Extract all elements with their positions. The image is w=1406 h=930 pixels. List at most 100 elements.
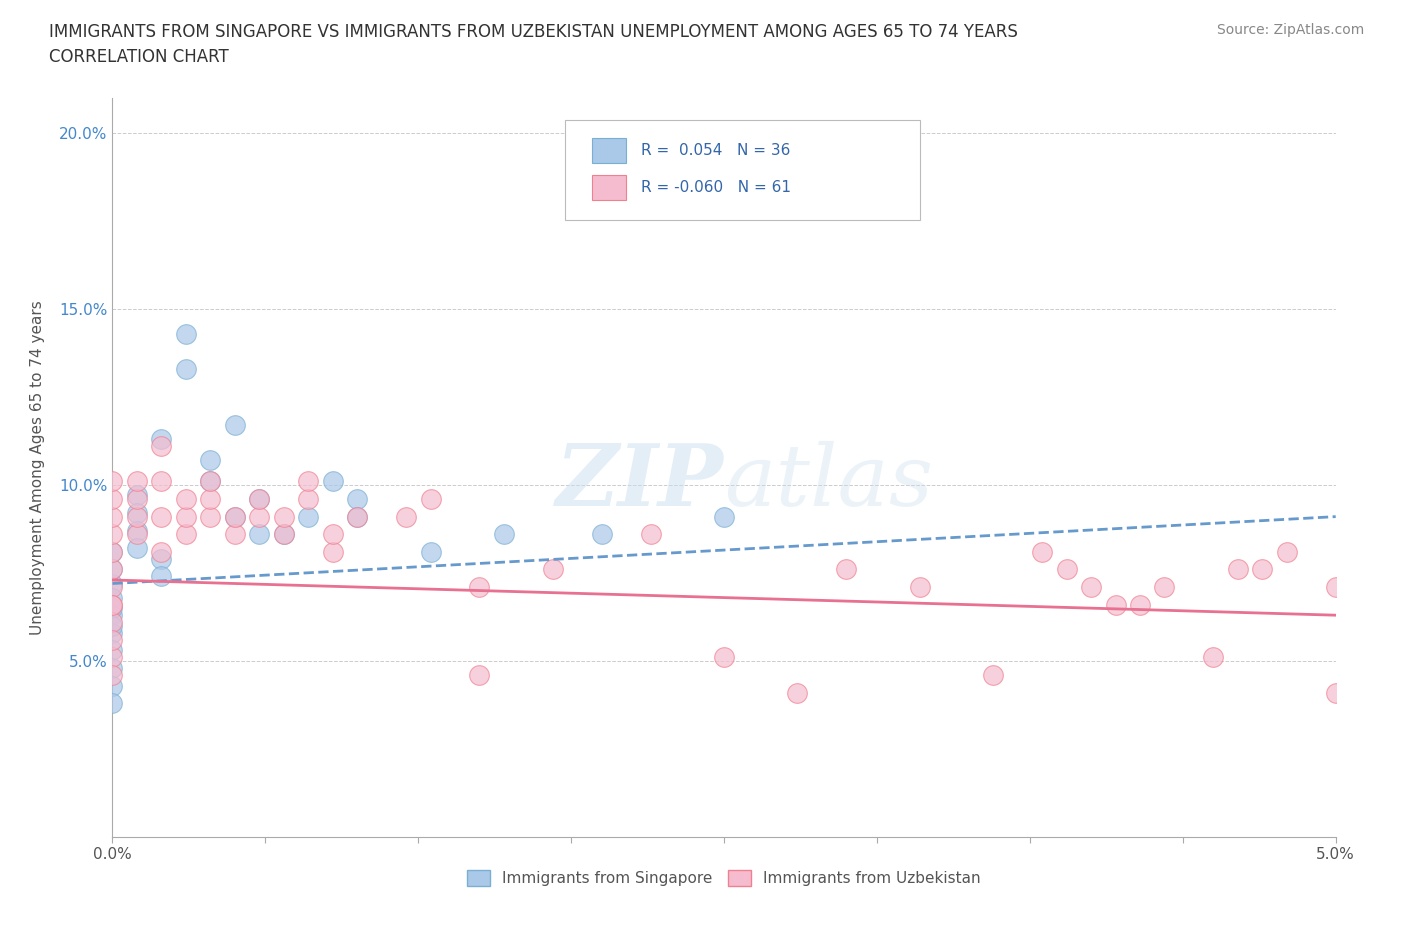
Point	[908, 579, 931, 594]
Point	[101, 579, 124, 594]
Point	[1275, 544, 1298, 559]
Point	[273, 526, 295, 541]
Point	[468, 668, 491, 683]
Point	[200, 474, 222, 489]
Point	[322, 474, 344, 489]
Point	[200, 453, 222, 468]
Text: R = -0.060   N = 61: R = -0.060 N = 61	[641, 179, 792, 194]
Point	[786, 685, 808, 700]
Point	[125, 526, 148, 541]
Point	[150, 439, 173, 454]
Point	[174, 510, 197, 525]
Point	[125, 492, 148, 507]
Point	[1104, 597, 1126, 612]
Point	[713, 510, 735, 525]
Point	[346, 510, 368, 525]
Point	[101, 597, 124, 612]
Point	[101, 660, 124, 675]
Point	[101, 544, 124, 559]
Point	[101, 591, 124, 605]
Point	[150, 544, 173, 559]
Point	[591, 526, 613, 541]
Y-axis label: Unemployment Among Ages 65 to 74 years: Unemployment Among Ages 65 to 74 years	[31, 300, 45, 634]
FancyBboxPatch shape	[565, 120, 920, 219]
Text: IMMIGRANTS FROM SINGAPORE VS IMMIGRANTS FROM UZBEKISTAN UNEMPLOYMENT AMONG AGES : IMMIGRANTS FROM SINGAPORE VS IMMIGRANTS …	[49, 23, 1018, 41]
Point	[174, 326, 197, 341]
Point	[174, 526, 197, 541]
Point	[346, 510, 368, 525]
Point	[101, 678, 124, 693]
Point	[125, 524, 148, 538]
Point	[101, 597, 124, 612]
Point	[297, 510, 319, 525]
Point	[297, 492, 319, 507]
Point	[1129, 597, 1152, 612]
Legend: Immigrants from Singapore, Immigrants from Uzbekistan: Immigrants from Singapore, Immigrants fr…	[461, 864, 987, 893]
Point	[419, 492, 441, 507]
Point	[224, 510, 246, 525]
Point	[101, 492, 124, 507]
Point	[200, 510, 222, 525]
Point	[247, 492, 270, 507]
Text: Source: ZipAtlas.com: Source: ZipAtlas.com	[1216, 23, 1364, 37]
Point	[101, 632, 124, 647]
Point	[468, 579, 491, 594]
Point	[395, 510, 418, 525]
Point	[835, 562, 858, 577]
Point	[1080, 579, 1102, 594]
Point	[150, 569, 173, 584]
Point	[297, 474, 319, 489]
Text: CORRELATION CHART: CORRELATION CHART	[49, 48, 229, 66]
Point	[101, 526, 124, 541]
Point	[150, 432, 173, 446]
Point	[1226, 562, 1249, 577]
Point	[101, 544, 124, 559]
Point	[1056, 562, 1078, 577]
Point	[224, 418, 246, 432]
Point	[713, 650, 735, 665]
Point	[1031, 544, 1053, 559]
Point	[1324, 685, 1347, 700]
Point	[101, 668, 124, 683]
Point	[419, 544, 441, 559]
Point	[247, 510, 270, 525]
Point	[322, 526, 344, 541]
Point	[101, 576, 124, 591]
Point	[224, 510, 246, 525]
Point	[101, 625, 124, 640]
Point	[1153, 579, 1175, 594]
Point	[125, 488, 148, 503]
Point	[101, 643, 124, 658]
Text: R =  0.054   N = 36: R = 0.054 N = 36	[641, 142, 790, 158]
Point	[101, 474, 124, 489]
Point	[125, 541, 148, 556]
Point	[492, 526, 515, 541]
Point	[174, 361, 197, 376]
Point	[101, 696, 124, 711]
Point	[200, 492, 222, 507]
Point	[101, 618, 124, 633]
Point	[200, 474, 222, 489]
Point	[125, 506, 148, 521]
Point	[346, 492, 368, 507]
Point	[101, 615, 124, 630]
Point	[150, 510, 173, 525]
Text: atlas: atlas	[724, 441, 934, 524]
Point	[125, 474, 148, 489]
Point	[150, 551, 173, 566]
Point	[224, 526, 246, 541]
Point	[247, 526, 270, 541]
Point	[101, 562, 124, 577]
Point	[101, 608, 124, 623]
Point	[541, 562, 564, 577]
Point	[247, 492, 270, 507]
Point	[640, 526, 662, 541]
Point	[125, 510, 148, 525]
Point	[1202, 650, 1225, 665]
Point	[273, 510, 295, 525]
Point	[101, 650, 124, 665]
Point	[322, 544, 344, 559]
FancyBboxPatch shape	[592, 138, 626, 163]
Point	[1324, 579, 1347, 594]
Point	[101, 562, 124, 577]
